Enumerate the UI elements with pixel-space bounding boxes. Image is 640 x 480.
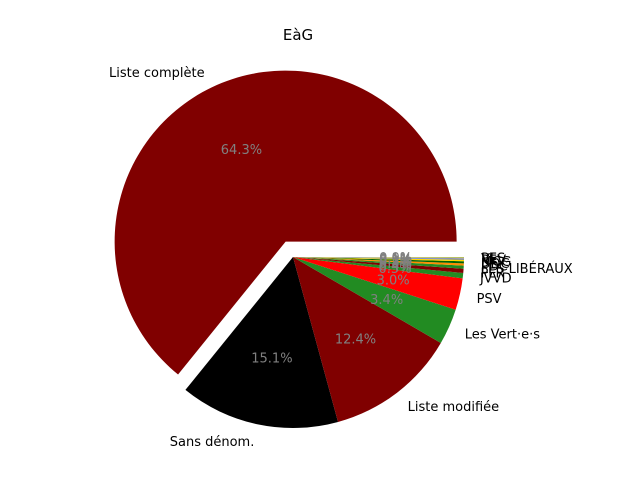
category-label-jvvd: JVVD (479, 272, 512, 287)
category-label-mcg: MCG (481, 255, 511, 270)
pie-slice-mcg (293, 257, 464, 262)
pct-label-vl: 0.1% (379, 252, 412, 267)
category-label-les-vert-e-s: Les Vert·e·s (465, 328, 541, 343)
category-label-udc: UDC (481, 257, 510, 272)
pct-label-pes: 0.0% (379, 251, 412, 266)
pct-label-les-liberaux: 0.3% (379, 257, 412, 272)
category-label-pes: PES (481, 251, 505, 266)
pie-slice-jvvd (293, 257, 464, 279)
pct-label-jvvd: 0.5% (378, 262, 411, 277)
category-label-liste-modifiee: Liste modifiée (408, 400, 500, 415)
pie-slice-psv (293, 257, 463, 310)
category-label-sans-denom: Sans dénom. (170, 435, 255, 450)
pie-slices (114, 70, 464, 428)
category-label-liste-complete: Liste complète (109, 66, 205, 81)
pie-slice-les-vert-e-s (293, 257, 456, 343)
pie-slice-pdc (293, 257, 464, 266)
pct-label-plr: 0.4% (379, 259, 412, 274)
chart-title: EàG (283, 26, 313, 44)
pie-slice-pev (293, 257, 464, 260)
pct-label-mcg: 0.1% (379, 253, 412, 268)
pct-label-les-vert-e-s: 3.4% (370, 293, 403, 308)
category-label-pdc: PDC (481, 259, 508, 274)
pct-label-liste-modifiee: 12.4% (335, 332, 376, 347)
pie-slice-liste-complete (114, 70, 457, 375)
pie-slice-sans-denom (185, 257, 339, 428)
pct-label-liste-complete: 64.3% (221, 143, 262, 158)
pct-label-udc: 0.2% (379, 254, 412, 269)
pie-labels: 64.3% Liste complète 15.1% Sans dénom. 12.4%… (109, 66, 573, 450)
pct-label-pev: 0.1% (379, 252, 412, 267)
category-label-vl: VL (481, 252, 498, 267)
pct-label-pdc: 0.2% (379, 256, 412, 271)
pie-slice-udc (293, 257, 464, 264)
category-label-pev: PEV (481, 253, 506, 268)
pie-slice-les-liberaux (293, 257, 464, 269)
pie-slice-pes (293, 257, 464, 258)
pie-slice-plr (293, 257, 464, 274)
category-label-psv: PSV (477, 292, 502, 307)
category-label-les-liberaux: LES LIBÉRAUX (481, 261, 573, 277)
category-label-plr: PLR (480, 266, 504, 281)
pie-slice-liste-modifiee (293, 257, 441, 422)
pct-label-sans-denom: 15.1% (251, 351, 292, 366)
pct-label-psv: 3.0% (377, 273, 410, 288)
